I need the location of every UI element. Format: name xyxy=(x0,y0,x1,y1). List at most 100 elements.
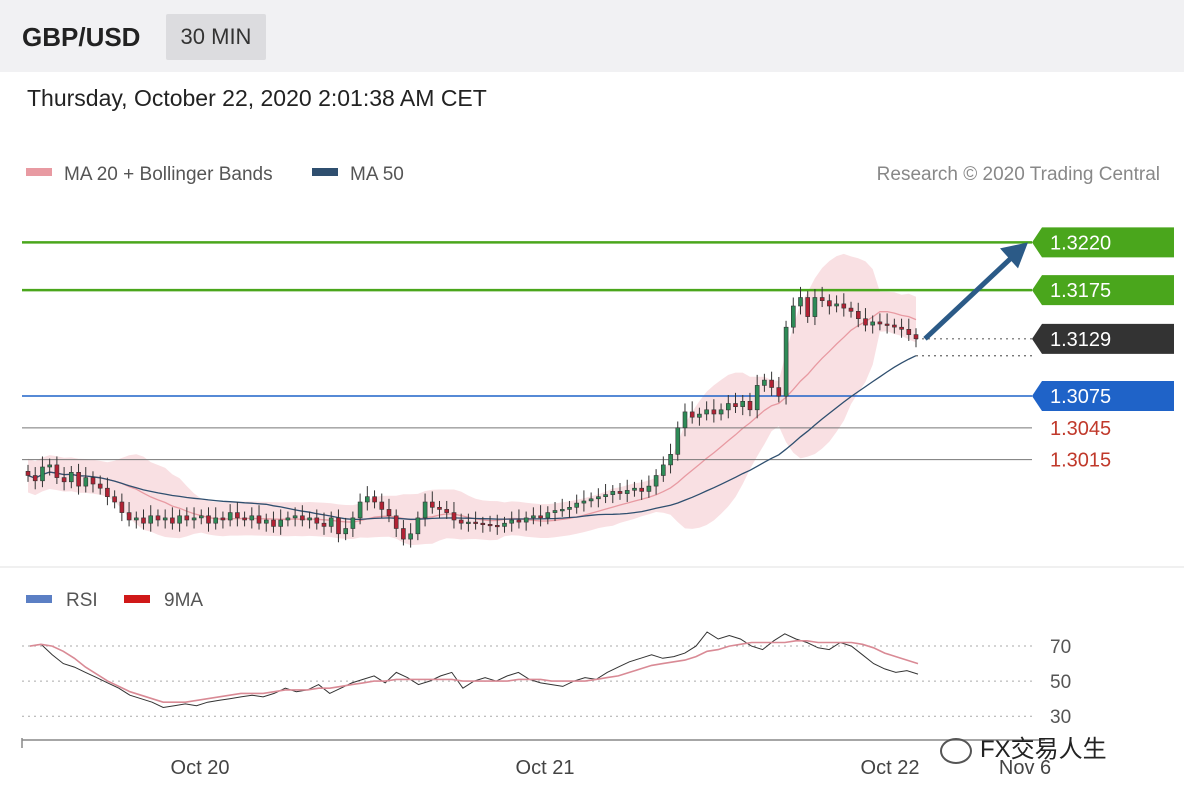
candle-body xyxy=(235,512,240,519)
candle-body xyxy=(531,515,536,519)
candle-body xyxy=(906,328,912,335)
candle-body xyxy=(336,517,341,535)
candle-body xyxy=(97,483,103,489)
candle-body xyxy=(401,528,406,540)
level-tag xyxy=(1032,275,1174,306)
candle-body xyxy=(783,326,789,397)
candle-body xyxy=(733,403,738,408)
candle-body xyxy=(863,318,868,326)
candle-body xyxy=(617,491,623,494)
candle-body xyxy=(227,512,233,521)
candle-body xyxy=(90,477,96,485)
x-tick-label: Nov 6 xyxy=(999,757,1051,779)
candle-body xyxy=(624,490,630,494)
candle-body xyxy=(877,321,883,325)
rsi-tick-label: 30 xyxy=(1050,707,1071,728)
support-level-label: 1.3045 xyxy=(1050,418,1111,440)
candle-body xyxy=(596,496,601,500)
candle-body xyxy=(725,403,731,411)
candle-body xyxy=(545,512,551,519)
candle-body xyxy=(581,500,587,504)
candle-body xyxy=(83,477,89,487)
candle-body xyxy=(141,517,146,524)
candle-body xyxy=(350,517,356,529)
candle-body xyxy=(502,522,507,527)
candle-body xyxy=(249,515,255,521)
candle-body xyxy=(494,524,500,528)
candle-body xyxy=(364,496,370,503)
candle-body xyxy=(523,517,529,523)
candle-body xyxy=(25,470,31,476)
candle-body xyxy=(718,409,724,415)
candle-body xyxy=(899,326,904,330)
rsi-9ma-line xyxy=(29,639,919,704)
candle-body xyxy=(812,297,818,317)
candle-body xyxy=(790,305,796,328)
watermark: FX交易人生 xyxy=(940,730,1164,770)
timeframe-button[interactable]: 30 MIN xyxy=(166,14,266,60)
candle-body xyxy=(415,517,421,535)
candle-body xyxy=(660,464,666,476)
candle-body xyxy=(798,297,803,307)
rsi-legend-swatch xyxy=(26,595,52,603)
legend-swatch xyxy=(312,168,338,176)
candle-body xyxy=(184,515,190,521)
last-price-tag xyxy=(1032,323,1174,354)
candle-body xyxy=(220,517,226,521)
candle-body xyxy=(213,517,218,524)
candle-body xyxy=(567,506,572,510)
candle-body xyxy=(487,523,493,527)
candle-body xyxy=(574,502,580,508)
candle-body xyxy=(689,411,695,418)
candle-body xyxy=(870,321,876,326)
level-tag xyxy=(1032,227,1174,258)
candle-body xyxy=(855,310,861,319)
wechat-icon xyxy=(940,737,972,764)
candle-body xyxy=(112,496,117,503)
rsi-tick-label: 70 xyxy=(1050,637,1071,658)
x-tick-label: Oct 20 xyxy=(171,757,230,779)
candle-body xyxy=(343,528,349,535)
candle-body xyxy=(242,517,247,521)
candle-body xyxy=(292,515,298,519)
candle-body xyxy=(148,515,153,524)
candle-body xyxy=(632,487,637,491)
candle-body xyxy=(134,517,139,521)
candle-body xyxy=(307,517,312,521)
candle-body xyxy=(191,517,197,521)
candle-body xyxy=(162,517,168,521)
candle-body xyxy=(54,464,60,478)
candle-body xyxy=(408,533,413,540)
level-tag-label: 1.3129 xyxy=(1050,329,1111,351)
candle-body xyxy=(884,323,890,326)
candle-body xyxy=(704,409,709,415)
candle-body xyxy=(40,466,45,482)
candle-body xyxy=(379,501,385,510)
ma50-line xyxy=(27,355,917,521)
candle-body xyxy=(256,515,262,524)
candle-body xyxy=(206,515,211,524)
candle-body xyxy=(429,501,435,508)
level-tag-label: 1.3220 xyxy=(1050,232,1111,254)
candle-body xyxy=(357,501,363,519)
candle-body xyxy=(393,515,399,529)
candle-body xyxy=(610,491,616,495)
candle-body xyxy=(314,517,320,524)
candle-body xyxy=(740,400,746,407)
candle-body xyxy=(819,297,825,302)
candle-body xyxy=(834,303,839,307)
candle-body xyxy=(372,496,377,503)
level-tag xyxy=(1032,381,1174,412)
candle-body xyxy=(285,517,291,521)
candle-body xyxy=(170,517,175,524)
candle-body xyxy=(32,475,38,482)
support-level-label: 1.3015 xyxy=(1050,450,1111,472)
candle-body xyxy=(805,297,811,317)
candle-body xyxy=(668,453,673,466)
watermark-text: FX交易人生 xyxy=(980,736,1107,763)
candle-body xyxy=(653,475,659,487)
x-tick-label: Oct 22 xyxy=(861,757,920,779)
candle-body xyxy=(711,409,717,415)
candle-body xyxy=(47,464,53,468)
